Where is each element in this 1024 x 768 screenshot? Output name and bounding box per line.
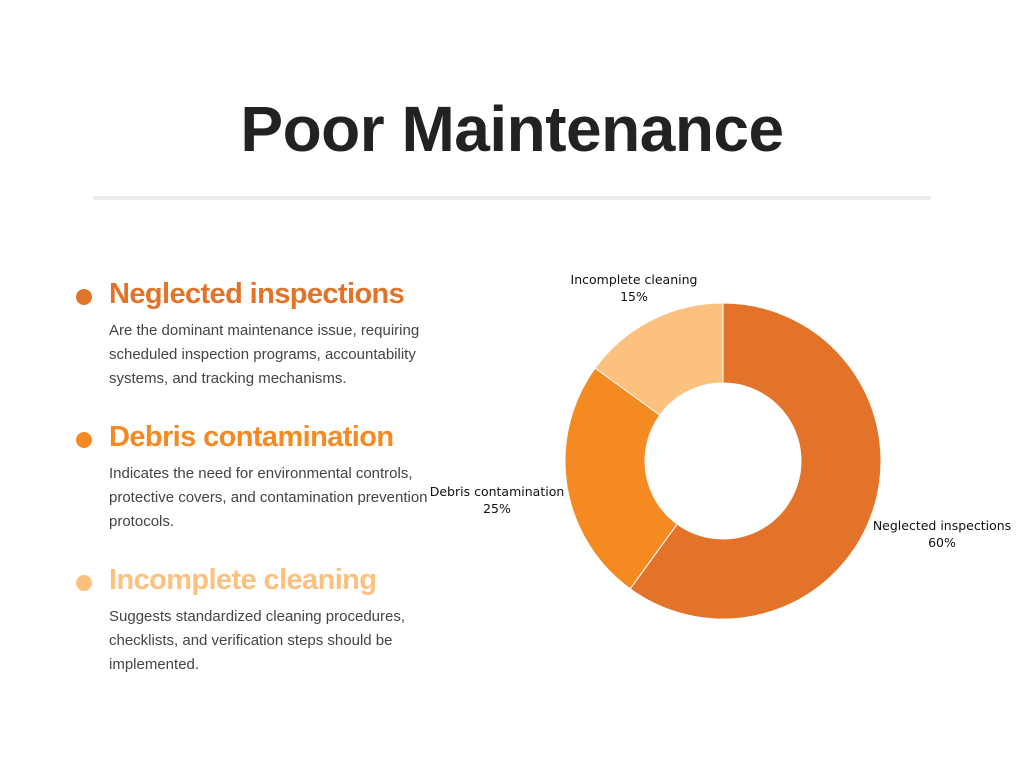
bullet-dot-icon [76, 289, 92, 305]
slice-category-label: Debris contamination [430, 484, 565, 499]
bullet-description: Indicates the need for environmental con… [109, 465, 428, 530]
page-title: Poor Maintenance [240, 93, 784, 165]
bullet-dot-icon [76, 575, 92, 591]
slice-value-label: 60% [928, 535, 956, 550]
bullet-heading: Incomplete cleaning [109, 564, 377, 596]
donut-slice-incomplete-cleaning [594, 302, 724, 416]
slice-category-label: Incomplete cleaning [571, 272, 698, 287]
slice-category-label: Neglected inspections [873, 518, 1011, 533]
donut-slice-neglected-inspections [629, 302, 882, 620]
slice-value-label: 25% [483, 501, 511, 516]
slice-value-label: 15% [620, 289, 648, 304]
bullet-dot-icon [76, 432, 92, 448]
bullet-description: Suggests standardized cleaning procedure… [109, 608, 406, 673]
bullet-heading: Debris contamination [109, 421, 394, 453]
bullet-description: Are the dominant maintenance issue, requ… [109, 322, 420, 387]
donut-slice-debris-contamination [564, 367, 678, 590]
donut-chart-svg: Neglected inspections 60% Debris contamina… [430, 272, 1011, 620]
bullet-heading: Neglected inspections [109, 278, 405, 310]
title-divider [93, 196, 931, 200]
donut-chart: Neglected inspections 60% Debris contamina… [420, 260, 1024, 640]
